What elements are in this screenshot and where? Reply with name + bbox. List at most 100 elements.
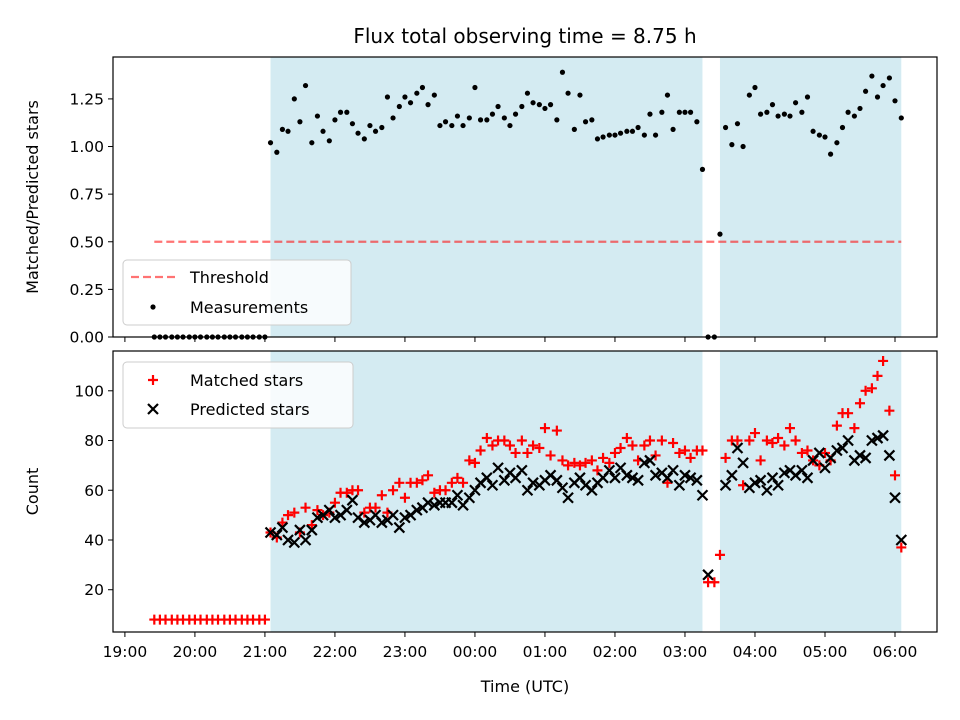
- matched-star-point: [440, 485, 451, 496]
- matched-star-point: [644, 435, 655, 446]
- matched-star-point: [411, 477, 422, 488]
- matched-star-point: [615, 442, 626, 453]
- bottom-y-tick-label: 40: [84, 531, 104, 549]
- predicted-star-point: [463, 491, 476, 504]
- legend-predicted-label: Predicted stars: [190, 400, 310, 419]
- predicted-star-point: [859, 452, 872, 464]
- matched-star-point: [452, 472, 463, 483]
- predicted-star-point: [649, 469, 662, 482]
- x-tick-label: 21:00: [243, 643, 288, 661]
- measurement-point: [664, 92, 671, 98]
- predicted-star-point: [341, 504, 353, 516]
- predicted-star-point: [766, 472, 779, 484]
- measurement-point: [787, 113, 793, 119]
- predicted-star-point: [451, 489, 464, 502]
- matched-star-point: [545, 450, 556, 461]
- matched-star-point: [522, 447, 533, 458]
- measurement-point: [769, 102, 776, 108]
- matched-star-point: [586, 455, 597, 466]
- predicted-star-point: [644, 454, 656, 467]
- predicted-star-point: [516, 464, 528, 477]
- top-legend: Threshold Measurements: [122, 259, 352, 326]
- top-panel: Threshold Measurements 0.00 0.25 0.50 0.75 1.0…: [23, 56, 938, 347]
- measurement-point: [880, 82, 886, 89]
- measurement-point: [384, 94, 391, 100]
- predicted-star-point: [288, 536, 301, 549]
- measurement-point: [886, 75, 892, 81]
- matched-star-point: [662, 477, 673, 488]
- measurement-point: [670, 126, 676, 132]
- bottom-axes-frame: [112, 350, 938, 633]
- matched-star-point: [417, 475, 428, 486]
- measurement-point: [676, 109, 682, 115]
- measurement-point: [734, 121, 741, 127]
- matched-star-point: [744, 435, 755, 446]
- measurement-point: [530, 100, 536, 106]
- matched-star-point: [784, 423, 795, 434]
- top-y-axis-label: Matched/Predicted stars: [23, 100, 42, 294]
- measurement-point: [898, 115, 904, 121]
- predicted-star-point: [772, 479, 784, 492]
- measurement-point: [799, 109, 805, 115]
- matched-star-point: [429, 487, 440, 498]
- measurement-point: [512, 111, 519, 117]
- matched-star-point: [872, 370, 883, 381]
- matched-star-point: [574, 460, 585, 471]
- measurement-point: [414, 90, 420, 96]
- predicted-star-point: [422, 496, 434, 509]
- matched-star-point: [749, 428, 760, 439]
- predicted-star-point: [726, 469, 738, 482]
- matched-star-point: [697, 445, 708, 456]
- top-y-tick-label: 0.00: [69, 329, 104, 347]
- predicted-star-point: [696, 489, 709, 502]
- matched-star-point: [779, 440, 790, 451]
- matched-star-point: [720, 452, 731, 463]
- predicted-star-point: [673, 479, 686, 492]
- predicted-star-point: [667, 464, 679, 477]
- matched-star-point: [504, 440, 515, 451]
- measurement-point: [694, 119, 700, 125]
- x-tick-label: 02:00: [593, 643, 638, 661]
- predicted-star-point: [719, 479, 732, 492]
- measurement-point: [827, 151, 834, 157]
- bottom-legend: Matched stars Predicted stars: [122, 361, 354, 429]
- measurement-point: [372, 128, 379, 134]
- measurement-point: [361, 136, 367, 142]
- predicted-star-point: [276, 521, 289, 534]
- measurement-point: [804, 94, 811, 100]
- matched-star-point: [300, 502, 311, 513]
- matched-star-point: [802, 445, 813, 456]
- bottom-y-tick-label: 60: [84, 482, 104, 500]
- bottom-y-axis-label: Count: [23, 468, 42, 516]
- matched-star-point: [370, 502, 381, 513]
- matched-star-point: [685, 452, 696, 463]
- matched-star-point: [353, 485, 364, 496]
- measurement-point: [466, 115, 472, 121]
- measurement-point: [267, 140, 274, 146]
- matched-star-point: [668, 438, 679, 449]
- measurement-point: [641, 132, 647, 138]
- predicted-star-point: [796, 464, 808, 477]
- matched-star-point: [458, 477, 469, 488]
- matched-star-point: [854, 398, 865, 409]
- measurement-point: [524, 90, 531, 96]
- measurement-point: [582, 119, 589, 125]
- matched-star-point: [557, 455, 568, 466]
- measurement-point: [297, 119, 303, 125]
- measurement-point: [617, 130, 624, 136]
- measurement-point: [489, 111, 496, 117]
- matched-star-point: [283, 510, 294, 521]
- matched-star-point: [639, 440, 650, 451]
- measurement-point: [279, 126, 286, 132]
- matched-star-point: [394, 477, 405, 488]
- matched-star-point: [609, 447, 620, 458]
- measurement-point: [729, 142, 735, 148]
- measurement-point: [740, 143, 746, 150]
- predicted-star-point: [446, 496, 458, 509]
- measurement-point: [775, 113, 781, 119]
- predicted-star-point: [323, 504, 336, 516]
- predicted-star-point: [632, 474, 644, 487]
- predicted-star-point: [691, 474, 703, 487]
- measurement-point: [682, 109, 688, 115]
- predicted-star-point: [842, 434, 854, 447]
